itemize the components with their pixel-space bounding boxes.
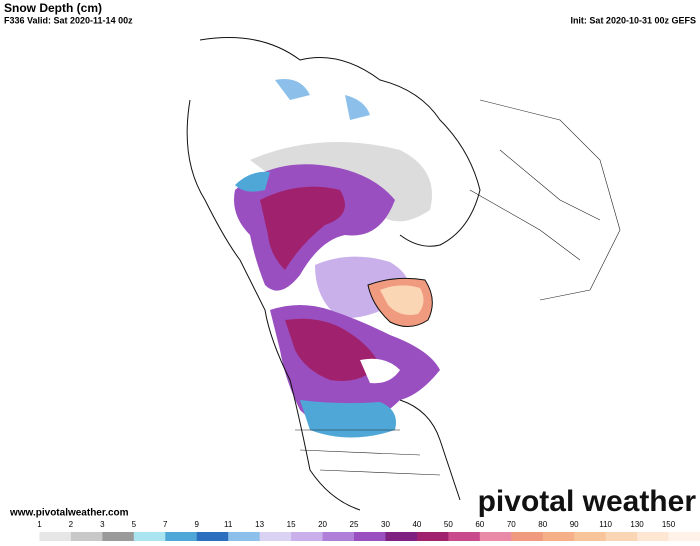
hudson-bay [360,358,400,384]
colorbar-label: 3 [100,520,105,529]
site-url: www.pivotalweather.com [9,508,129,519]
colorbar-label: 50 [444,520,453,529]
colorbar: 1 2 3 5 7 9 11 13 15 20 25 30 40 50 60 70 80 90 110 130 150 [8,520,700,541]
colorbar-label: 20 [318,520,327,529]
colorbar-label: 15 [287,520,296,529]
map [186,37,621,511]
colorbar-swatch [39,532,72,541]
colorbar-label: 40 [412,520,421,529]
colorbar-label: 70 [507,520,516,529]
colorbar-swatch [133,532,166,541]
colorbar-label: 25 [350,520,359,529]
colorbar-label: 7 [163,520,168,529]
colorbar-label: 9 [195,520,200,529]
colorbar-label: 60 [475,520,484,529]
colorbar-swatch [542,532,575,541]
colorbar-label: 13 [255,520,264,529]
colorbar-swatch [291,532,324,541]
coastline [199,37,481,247]
colorbar-label: 30 [381,520,390,529]
valid-time: F336 Valid: Sat 2020-11-14 00z [4,15,133,25]
colorbar-swatch [416,532,449,541]
colorbar-swatch [605,532,638,541]
colorbar-label: 80 [538,520,547,529]
colorbar-swatch [574,532,607,541]
colorbar-label: 150 [662,520,676,529]
colorbar-swatch [70,532,103,541]
snow-shade [300,400,396,438]
colorbar-swatch [511,532,544,541]
colorbar-label: 90 [570,520,579,529]
colorbar-swatch [479,532,512,541]
colorbar-swatch [196,532,229,541]
colorbar-swatch [102,532,135,541]
colorbar-swatch [637,532,670,541]
colorbar-label: 110 [599,520,612,529]
colorbar-label: 130 [630,520,644,529]
colorbar-swatch [259,532,292,541]
snow-shade [380,285,424,315]
coastline [367,277,433,327]
colorbar-swatch [165,532,198,541]
colorbar-swatch [228,532,261,541]
snow-shade [275,79,370,120]
colorbar-swatch [385,532,418,541]
colorbar-label: 11 [224,520,233,529]
snow-shade [285,318,380,381]
coastline [399,399,461,501]
colorbar-label: 2 [69,520,74,529]
coastline [186,99,361,511]
colorbar-swatch [354,532,386,541]
colorbar-label: 5 [132,520,137,529]
snow-shade [235,171,270,192]
colorbar-swatch [8,532,40,541]
logo: pivotal weather [478,485,697,518]
map-title: Snow Depth (cm) [4,1,102,15]
colorbar-swatch [448,532,481,541]
colorbar-swatch [668,532,700,541]
snow-shade [260,186,345,270]
colorbar-label: 1 [37,520,42,529]
colorbar-swatch [322,532,355,541]
border [295,99,621,476]
init-time: Init: Sat 2020-10-31 00z GEFS [570,15,696,25]
